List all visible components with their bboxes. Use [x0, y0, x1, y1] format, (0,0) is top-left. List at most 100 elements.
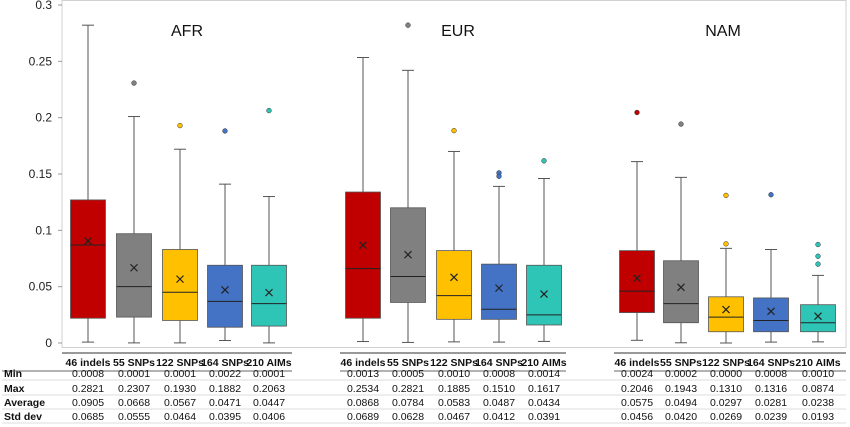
table-cell: 0.0008 [72, 368, 104, 380]
outlier-point [768, 192, 774, 198]
row-label: Max [4, 383, 25, 395]
table-cell: 0.1885 [438, 383, 470, 395]
box-afr-2 [162, 122, 198, 344]
column-header: 46 indels [341, 357, 386, 369]
table-cell: 0.0022 [209, 368, 241, 380]
outlier-point [266, 107, 272, 114]
column-header: 55 SNPs [660, 357, 702, 369]
outlier-point [634, 109, 640, 116]
iqr-box [800, 304, 836, 333]
table-cell: 0.0297 [710, 397, 742, 409]
box-nam-3 [753, 192, 789, 343]
table-cell: 0.0583 [438, 397, 470, 409]
y-tick-label: 0.3 [35, 0, 52, 12]
y-tick-label: 0 [45, 336, 52, 350]
mean-marker [404, 250, 412, 259]
table-cell: 0.0001 [253, 368, 285, 380]
column-header: 122 SNPs [156, 357, 204, 369]
mean-marker [221, 286, 229, 294]
column-header: 164 SNPs [747, 357, 795, 369]
box-eur-1 [390, 22, 426, 343]
table-cell: 0.0001 [118, 368, 150, 380]
column-header: 122 SNPs [702, 357, 750, 369]
iqr-box [663, 260, 699, 324]
table-cell: 0.0447 [253, 397, 285, 409]
box-eur-3 [481, 170, 517, 343]
row-label: Std dev [4, 411, 42, 423]
table-cell: 0.0002 [665, 368, 697, 380]
table-cell: 0.0567 [164, 397, 196, 409]
table-cell: 0.0575 [621, 397, 653, 409]
iqr-box [753, 297, 789, 333]
table-cell: 0.0471 [209, 397, 241, 409]
table-cell: 0.1510 [483, 383, 515, 395]
column-header: 164 SNPs [201, 357, 249, 369]
table-cell: 0.0010 [802, 368, 834, 380]
table-cell: 0.0010 [438, 368, 470, 380]
table-cell: 0.0628 [392, 411, 424, 423]
box-eur-2 [436, 127, 472, 343]
column-header: 122 SNPs [430, 357, 478, 369]
table-cell: 0.0420 [665, 411, 697, 423]
table-cell: 0.1943 [665, 383, 697, 395]
mean-marker [359, 241, 367, 250]
iqr-box [708, 296, 744, 333]
row-label: Min [4, 368, 22, 380]
box-nam-0 [619, 109, 655, 341]
table-cell: 0.0784 [392, 397, 424, 409]
y-tick-label: 0.05 [29, 280, 53, 294]
mean-marker [495, 284, 503, 293]
iqr-box [619, 250, 655, 313]
table-cell: 0.0395 [209, 411, 241, 423]
iqr-box [162, 249, 198, 321]
table-cell: 0.0868 [347, 397, 379, 409]
mean-marker [130, 263, 138, 272]
box-eur-4 [526, 158, 562, 342]
iqr-box [345, 191, 381, 319]
mean-marker [814, 312, 822, 321]
column-header: 55 SNPs [113, 357, 155, 369]
iqr-box [116, 233, 152, 318]
outlier-point [131, 80, 137, 86]
outlier-point [723, 192, 729, 199]
outlier-point [678, 121, 684, 127]
iqr-box [436, 250, 472, 320]
box-nam-1 [663, 121, 699, 344]
table-cell: 0.0685 [72, 411, 104, 423]
table-cell: 0.0689 [347, 411, 379, 423]
column-header: 46 indels [66, 357, 111, 369]
outlier-point [177, 122, 183, 129]
table-cell: 0.0464 [164, 411, 196, 423]
outlier-point [541, 158, 547, 164]
table-cell: 0.2534 [347, 383, 379, 395]
table-cell: 0.0238 [802, 397, 834, 409]
table-cell: 0.0008 [755, 368, 787, 380]
column-header: 46 indels [615, 357, 660, 369]
table-cell: 0.0269 [710, 411, 742, 423]
outlier-point [815, 261, 821, 267]
column-header: 164 SNPs [475, 357, 523, 369]
y-tick-label: 0.2 [35, 111, 52, 125]
iqr-box [251, 264, 287, 327]
outlier-point [496, 173, 502, 179]
table-cell: 0.0555 [118, 411, 150, 423]
table-cell: 0.0008 [483, 368, 515, 380]
table-cell: 0.0001 [164, 368, 196, 380]
mean-marker [540, 290, 548, 299]
table-cell: 0.0013 [347, 368, 379, 380]
outlier-point [723, 241, 729, 247]
outlier-point [405, 22, 411, 28]
table-cell: 0.2063 [253, 383, 285, 395]
box-nam-4 [800, 241, 836, 343]
group-label: EUR [441, 23, 475, 40]
column-header: 55 SNPs [387, 357, 429, 369]
table-cell: 0.1882 [209, 383, 241, 395]
mean-marker [677, 283, 685, 292]
group-label: NAM [705, 23, 741, 40]
table-cell: 0.0412 [483, 411, 515, 423]
y-tick-label: 0.25 [29, 54, 53, 68]
table-cell: 0.0467 [438, 411, 470, 423]
table-cell: 0.0905 [72, 397, 104, 409]
column-header: 210 AIMs [246, 357, 291, 369]
mean-marker [265, 288, 273, 297]
